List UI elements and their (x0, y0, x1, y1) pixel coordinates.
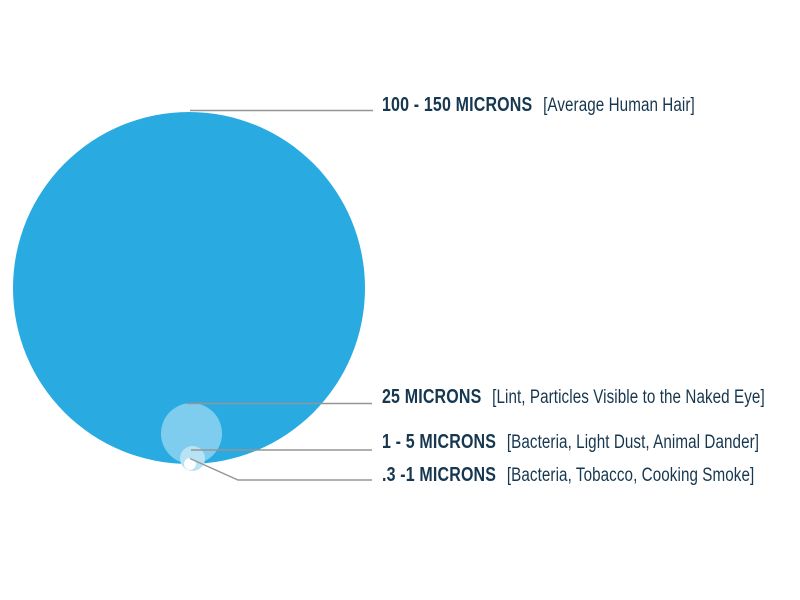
label-size-text: .3 -1 MICRONS (382, 464, 497, 486)
label-examples-text: [Average Human Hair] (543, 95, 695, 116)
circle-03-1 (183, 458, 196, 470)
label-25-microns: 25 MICRONS [Lint, Particles Visible to t… (382, 384, 765, 410)
label-1-5-microns: 1 - 5 MICRONS [Bacteria, Light Dust, Ani… (382, 429, 759, 455)
label-examples-text: [Bacteria, Light Dust, Animal Dander] (506, 432, 760, 453)
label-examples-text: [Lint, Particles Visible to the Naked Ey… (492, 387, 765, 408)
label-examples-text: [Bacteria, Tobacco, Cooking Smoke] (506, 465, 755, 486)
label-100-150-microns: 100 - 150 MICRONS [Average Human Hair] (382, 92, 695, 118)
leader-line-03-1 (189, 457, 372, 481)
label-size-text: 100 - 150 MICRONS (382, 94, 533, 116)
label-size-text: 25 MICRONS (382, 386, 482, 408)
label-03-1-microns: .3 -1 MICRONS [Bacteria, Tobacco, Cookin… (382, 462, 754, 488)
label-size-text: 1 - 5 MICRONS (382, 431, 497, 453)
